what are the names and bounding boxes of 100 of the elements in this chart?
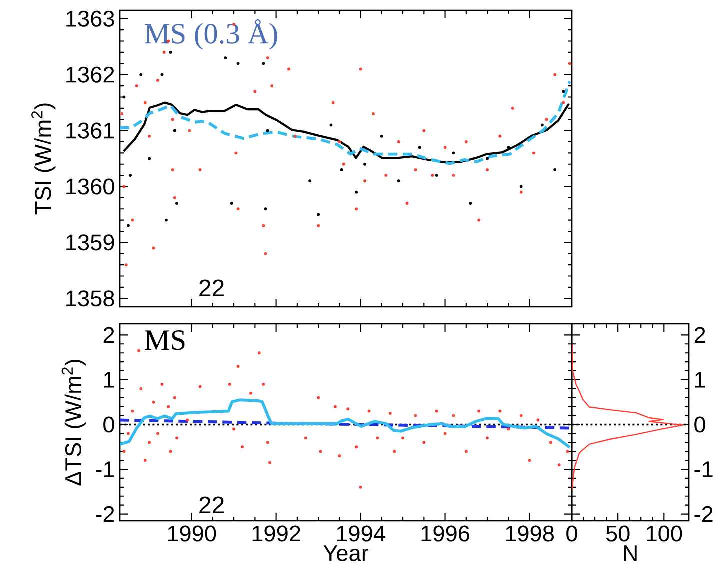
point bbox=[266, 441, 270, 444]
point bbox=[498, 134, 502, 138]
point bbox=[486, 436, 489, 440]
point bbox=[418, 146, 422, 150]
point bbox=[422, 129, 426, 132]
point bbox=[388, 412, 392, 416]
point bbox=[268, 461, 272, 464]
point bbox=[162, 51, 166, 54]
point bbox=[540, 124, 544, 127]
point bbox=[317, 224, 320, 228]
point bbox=[359, 68, 362, 71]
point bbox=[169, 450, 172, 454]
point bbox=[241, 446, 244, 449]
point bbox=[173, 129, 176, 132]
y-tick-label: 1 bbox=[695, 372, 706, 388]
x-tick-label: 50 bbox=[606, 526, 630, 542]
point bbox=[528, 459, 532, 462]
y-tick-label: 1361 bbox=[66, 122, 114, 139]
point bbox=[126, 224, 130, 228]
point bbox=[254, 90, 257, 94]
point bbox=[165, 218, 168, 222]
point bbox=[171, 168, 174, 172]
point bbox=[566, 450, 570, 454]
point bbox=[188, 129, 192, 132]
point bbox=[156, 432, 160, 436]
point bbox=[160, 73, 164, 76]
point bbox=[334, 405, 337, 408]
point bbox=[198, 168, 202, 172]
point bbox=[402, 436, 405, 440]
point bbox=[536, 418, 540, 422]
point bbox=[355, 190, 358, 194]
point bbox=[234, 152, 238, 155]
point bbox=[160, 382, 164, 386]
x-tick-label: 1992 bbox=[252, 526, 300, 542]
point bbox=[122, 185, 126, 188]
point bbox=[520, 190, 523, 194]
point bbox=[148, 441, 152, 444]
point bbox=[342, 162, 346, 166]
point bbox=[452, 414, 456, 418]
point bbox=[264, 208, 268, 211]
point bbox=[126, 432, 130, 436]
point bbox=[228, 382, 232, 386]
y-tick-label: 0 bbox=[104, 416, 114, 433]
point bbox=[131, 218, 134, 222]
point bbox=[568, 62, 572, 66]
point bbox=[294, 134, 297, 138]
point bbox=[384, 174, 388, 178]
point bbox=[414, 414, 418, 418]
point bbox=[144, 101, 147, 104]
point bbox=[236, 208, 240, 211]
x-tick-label: 1998 bbox=[506, 526, 554, 542]
point bbox=[554, 73, 557, 76]
point bbox=[135, 84, 138, 88]
y-tick-label: 1360 bbox=[66, 178, 114, 195]
x-tick-label: 1994 bbox=[337, 526, 386, 542]
point bbox=[198, 385, 202, 388]
point bbox=[511, 106, 514, 110]
y-tick-label: 2 bbox=[694, 327, 706, 344]
point bbox=[431, 174, 434, 178]
point bbox=[444, 146, 447, 150]
point bbox=[507, 146, 510, 150]
point bbox=[122, 96, 126, 99]
point bbox=[444, 432, 447, 436]
point bbox=[262, 382, 266, 386]
point bbox=[236, 365, 240, 368]
point bbox=[368, 410, 371, 413]
point bbox=[520, 414, 523, 418]
point bbox=[435, 410, 438, 413]
point bbox=[338, 454, 342, 458]
point bbox=[558, 464, 561, 467]
point bbox=[270, 84, 274, 88]
point bbox=[148, 134, 152, 138]
point bbox=[266, 129, 270, 132]
point bbox=[562, 101, 566, 104]
x-axis-title: Year bbox=[324, 546, 369, 562]
point bbox=[435, 174, 438, 178]
point bbox=[372, 112, 375, 116]
point bbox=[464, 450, 468, 454]
point bbox=[549, 441, 552, 444]
y-tick-label: -1 bbox=[694, 462, 713, 478]
point bbox=[406, 202, 409, 205]
point bbox=[319, 450, 322, 454]
point bbox=[152, 400, 156, 404]
point bbox=[380, 134, 384, 138]
point bbox=[148, 157, 152, 160]
point bbox=[258, 352, 261, 355]
point bbox=[486, 168, 489, 172]
x-tick-label: 0 bbox=[566, 526, 578, 542]
point bbox=[554, 168, 557, 172]
y-tick-label: 1358 bbox=[66, 290, 114, 307]
y-tick-label: 1363 bbox=[66, 10, 114, 27]
point bbox=[171, 118, 174, 122]
annotation: 22 bbox=[200, 280, 224, 297]
point bbox=[308, 180, 312, 183]
x-tick-label: 1990 bbox=[168, 526, 216, 542]
point bbox=[140, 387, 143, 390]
point bbox=[355, 208, 358, 211]
point bbox=[122, 450, 126, 454]
point bbox=[129, 174, 132, 178]
point bbox=[397, 180, 400, 183]
